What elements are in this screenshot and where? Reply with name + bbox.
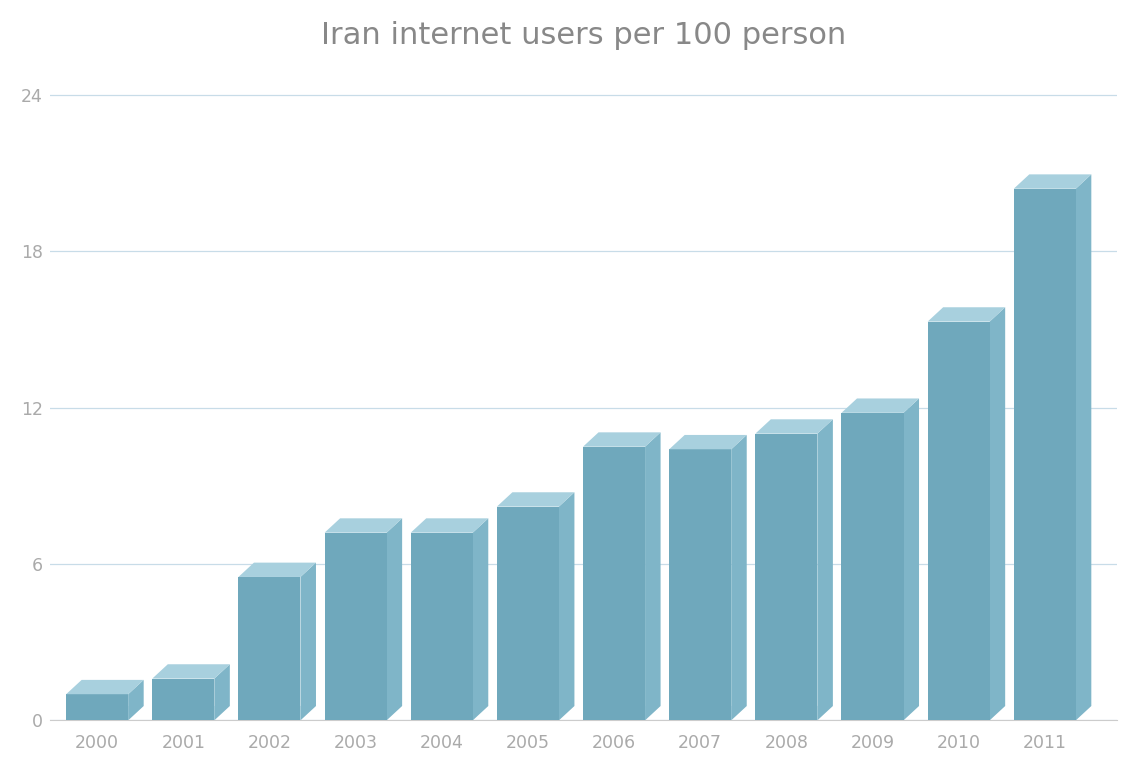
Polygon shape (841, 413, 904, 720)
Polygon shape (904, 398, 920, 720)
Polygon shape (66, 706, 143, 720)
Polygon shape (669, 449, 732, 720)
Polygon shape (411, 533, 472, 720)
Polygon shape (927, 307, 1005, 322)
Polygon shape (1014, 189, 1075, 720)
Polygon shape (129, 680, 143, 720)
Polygon shape (324, 706, 402, 720)
Polygon shape (732, 435, 747, 720)
Polygon shape (583, 706, 660, 720)
Polygon shape (239, 577, 300, 720)
Polygon shape (583, 432, 660, 447)
Polygon shape (324, 533, 387, 720)
Polygon shape (66, 680, 143, 694)
Polygon shape (927, 322, 990, 720)
Polygon shape (559, 492, 575, 720)
Polygon shape (1075, 175, 1091, 720)
Polygon shape (1014, 175, 1091, 189)
Polygon shape (1014, 706, 1091, 720)
Polygon shape (841, 706, 920, 720)
Polygon shape (756, 706, 833, 720)
Polygon shape (239, 563, 316, 577)
Polygon shape (411, 519, 488, 533)
Polygon shape (841, 398, 920, 413)
Polygon shape (152, 679, 214, 720)
Polygon shape (669, 706, 747, 720)
Polygon shape (152, 664, 230, 679)
Polygon shape (927, 706, 1005, 720)
Polygon shape (239, 706, 316, 720)
Polygon shape (756, 419, 833, 434)
Polygon shape (472, 519, 488, 720)
Polygon shape (497, 706, 575, 720)
Polygon shape (387, 519, 402, 720)
Polygon shape (583, 447, 645, 720)
Polygon shape (411, 706, 488, 720)
Polygon shape (324, 519, 402, 533)
Polygon shape (817, 419, 833, 720)
Polygon shape (645, 432, 660, 720)
Polygon shape (214, 664, 230, 720)
Polygon shape (990, 307, 1005, 720)
Polygon shape (497, 492, 575, 506)
Polygon shape (300, 563, 316, 720)
Polygon shape (756, 434, 817, 720)
Polygon shape (152, 706, 230, 720)
Title: Iran internet users per 100 person: Iran internet users per 100 person (321, 21, 846, 49)
Polygon shape (669, 435, 747, 449)
Polygon shape (66, 694, 129, 720)
Polygon shape (497, 506, 559, 720)
